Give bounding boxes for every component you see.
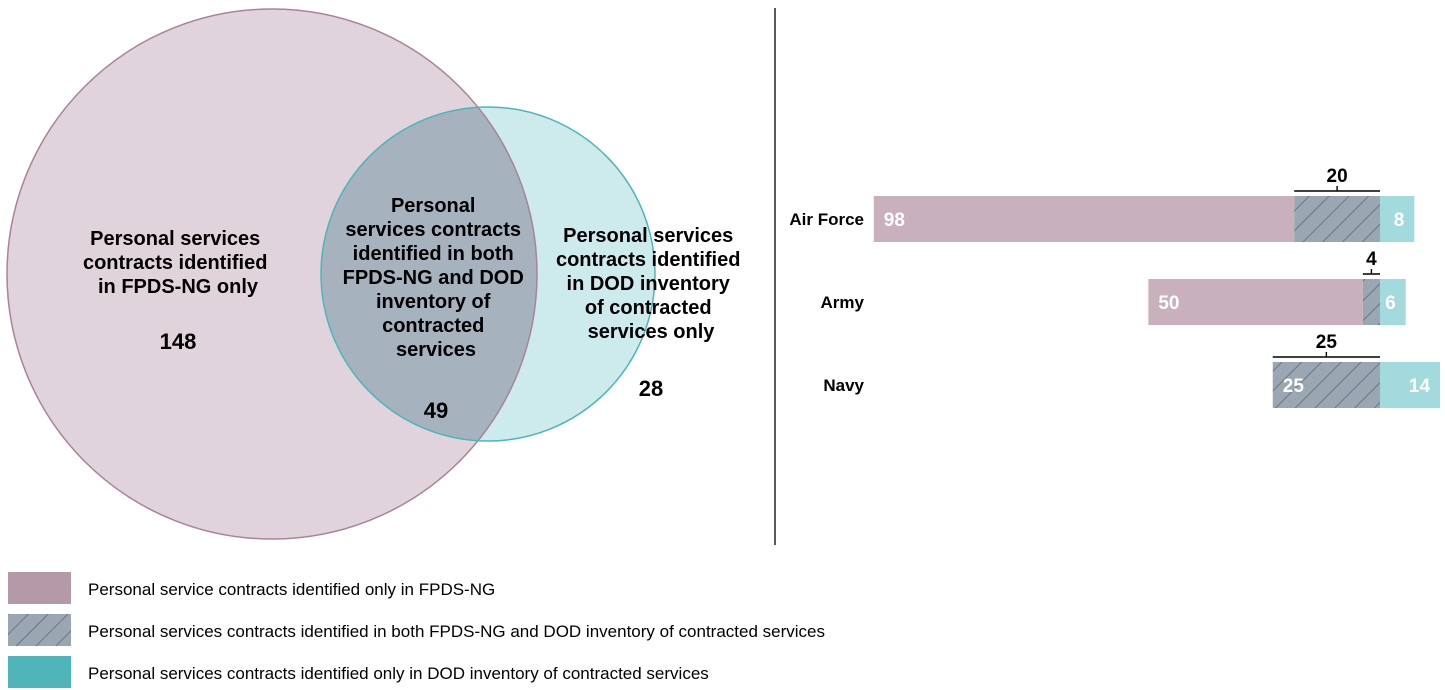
category-label-air-force: Air Force — [789, 210, 864, 229]
legend-label-both: Personal services contracts identified i… — [88, 622, 825, 641]
legend-item-fpds-only: Personal service contracts identified on… — [8, 572, 1008, 606]
bar-army-both — [1362, 279, 1380, 325]
bar-label-army-fpds-only: 50 — [1158, 293, 1179, 314]
bar-label-navy-dod-only: 14 — [1409, 376, 1431, 397]
bracket-label-navy: 25 — [1316, 332, 1338, 353]
category-label-navy: Navy — [823, 376, 864, 395]
legend-swatch-both — [8, 614, 71, 646]
venn-left-label: Personal services contracts identified i… — [83, 228, 273, 298]
legend-swatch-fpds-only — [8, 572, 71, 604]
venn-right-label: Personal services contracts identified i… — [556, 225, 746, 343]
venn-overlap-label: Personal services contracts identified i… — [343, 195, 530, 361]
legend-label-fpds-only: Personal service contracts identified on… — [88, 580, 496, 599]
bar-label-army-dod-only: 6 — [1385, 293, 1396, 314]
bar-label-navy-both: 25 — [1283, 376, 1305, 397]
bar-air-force-fpds-only — [873, 196, 1295, 242]
bar-label-air-force-fpds-only: 98 — [884, 210, 905, 231]
bar-label-air-force-dod-only: 8 — [1394, 210, 1405, 231]
bar-air-force-dod-only — [1380, 196, 1415, 242]
service-bar-chart: Air Force 98 20 8 Army 50 4 6 Navy 25 25 14 — [789, 166, 1441, 408]
bar-air-force-both — [1294, 196, 1380, 242]
venn-left-value: 148 — [160, 329, 197, 354]
bracket-label-air-force: 20 — [1327, 166, 1348, 187]
venn-overlap-value: 49 — [424, 398, 448, 423]
legend-item-both: Personal services contracts identified i… — [8, 614, 1008, 648]
bar-navy-both — [1272, 362, 1380, 408]
bar-army-fpds-only — [1148, 279, 1363, 325]
venn-diagram: Personal services contracts identified i… — [6, 8, 746, 540]
venn-right-value: 28 — [639, 376, 663, 401]
overlap-region — [321, 107, 537, 441]
legend-swatch-dod-only — [8, 656, 71, 688]
bracket-label-army: 4 — [1366, 249, 1377, 270]
legend-item-dod-only: Personal services contracts identified o… — [8, 656, 1008, 690]
legend-label-dod-only: Personal services contracts identified o… — [88, 664, 709, 683]
category-label-army: Army — [821, 293, 865, 312]
fpds-circle-outline — [6, 8, 538, 540]
bar-army-dod-only — [1380, 279, 1406, 325]
bar-navy-dod-only — [1380, 362, 1441, 408]
dod-circle-outline — [320, 106, 656, 442]
